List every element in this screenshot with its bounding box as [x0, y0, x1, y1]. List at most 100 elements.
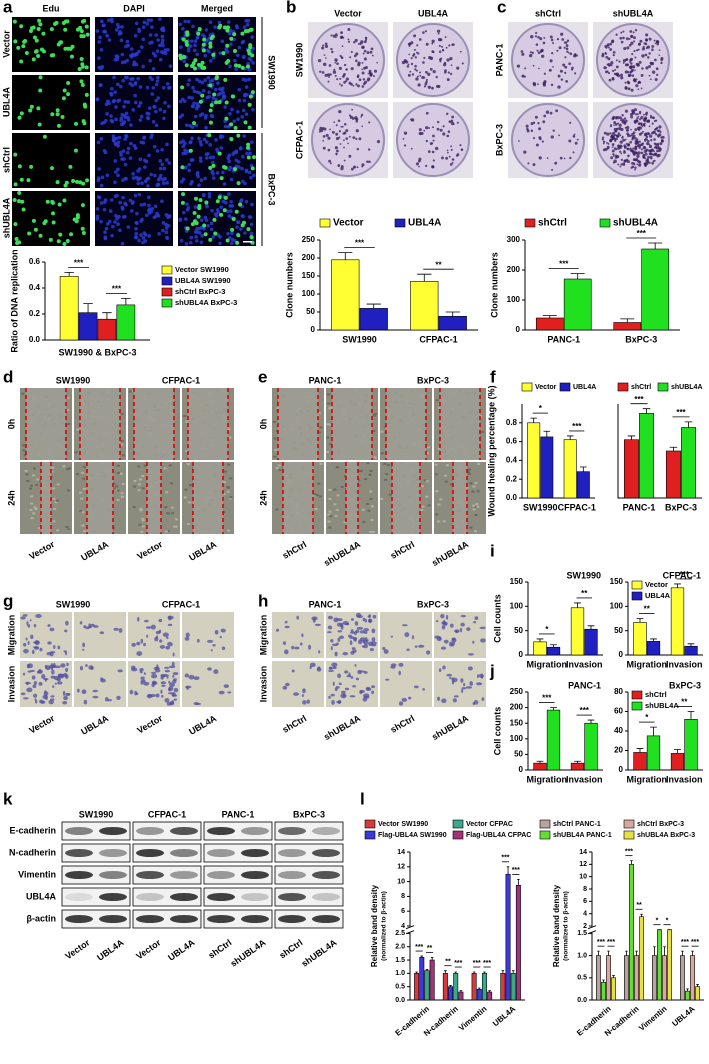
colony	[657, 134, 660, 137]
error-bar	[446, 312, 460, 316]
nucleus	[190, 136, 194, 140]
bar	[564, 279, 591, 330]
colony	[319, 129, 321, 131]
colony	[636, 63, 639, 66]
nucleus	[198, 231, 202, 235]
colony	[652, 122, 654, 124]
cell	[437, 697, 440, 701]
edu-cell	[13, 222, 17, 226]
colony	[374, 70, 377, 73]
colony	[443, 125, 445, 127]
nucleus	[147, 234, 151, 238]
legend-label: shCtrl BxPC-3	[175, 287, 225, 296]
colony	[531, 130, 534, 133]
edu-cell	[26, 178, 30, 182]
texture	[185, 421, 188, 423]
edu-cell	[38, 88, 42, 92]
colony	[610, 124, 612, 126]
nucleus	[117, 215, 121, 219]
colony	[655, 153, 657, 155]
texture	[371, 519, 374, 521]
wound-gap	[193, 462, 223, 534]
cell	[85, 664, 87, 667]
nucleus	[238, 46, 242, 50]
cell	[474, 616, 478, 620]
bar	[642, 249, 669, 330]
y-tick-label: 100	[507, 295, 521, 304]
error-bar	[338, 253, 352, 260]
cell	[155, 669, 161, 673]
blot-band	[241, 827, 269, 835]
nucleus	[114, 170, 118, 174]
micrograph	[128, 661, 180, 707]
colony	[613, 121, 616, 124]
legend-swatch	[525, 219, 535, 227]
colony	[542, 120, 545, 123]
colony	[345, 80, 347, 82]
nucleus	[200, 240, 204, 244]
edu-cell	[225, 61, 229, 65]
cell	[364, 640, 368, 645]
colony	[544, 73, 546, 75]
nucleus	[224, 201, 228, 205]
micrograph	[508, 22, 588, 98]
column-label: Vector	[27, 713, 56, 736]
colony	[622, 136, 624, 138]
cell	[442, 665, 445, 669]
colony	[626, 37, 629, 40]
bar	[477, 989, 481, 1000]
cell	[407, 648, 410, 651]
colony	[539, 138, 542, 141]
texture	[227, 464, 230, 466]
nucleus	[118, 99, 122, 103]
cell	[330, 639, 333, 643]
colony	[644, 117, 647, 120]
colony	[442, 132, 445, 135]
edu-cell	[224, 196, 228, 200]
colony	[614, 160, 617, 163]
nucleus	[144, 233, 148, 237]
colony	[349, 136, 351, 138]
colony	[432, 126, 434, 128]
blot-band	[278, 871, 306, 879]
colony	[339, 130, 341, 132]
colony	[620, 134, 622, 136]
nucleus	[111, 120, 115, 124]
nucleus	[149, 76, 153, 80]
colony	[629, 141, 632, 144]
cell	[468, 653, 474, 656]
colony	[535, 35, 537, 37]
micrograph	[74, 388, 126, 460]
colony	[656, 154, 659, 157]
cell	[158, 619, 162, 622]
cell	[50, 652, 54, 657]
cell	[310, 663, 316, 668]
colony	[329, 129, 331, 131]
cell	[398, 671, 401, 676]
cell	[57, 646, 60, 650]
colony	[652, 70, 655, 73]
cell	[84, 700, 87, 705]
nucleus	[157, 178, 161, 182]
y-tick-label: 150	[510, 577, 524, 586]
cell	[23, 614, 28, 617]
group-label: PANC-1	[309, 599, 342, 609]
edu-cell	[192, 61, 196, 65]
texture	[369, 531, 372, 533]
texture	[274, 437, 277, 439]
colony	[616, 59, 618, 61]
texture	[33, 467, 36, 469]
cell	[32, 650, 35, 655]
blot-band	[207, 827, 235, 835]
colony	[623, 164, 625, 166]
edu-cell	[197, 63, 201, 67]
colony	[325, 74, 328, 77]
colony	[620, 74, 623, 77]
bar	[634, 752, 647, 770]
nucleus	[97, 56, 101, 60]
nucleus	[150, 40, 154, 44]
nucleus	[189, 44, 193, 48]
nucleus	[168, 214, 172, 218]
colony	[627, 155, 629, 157]
colony	[641, 54, 644, 57]
